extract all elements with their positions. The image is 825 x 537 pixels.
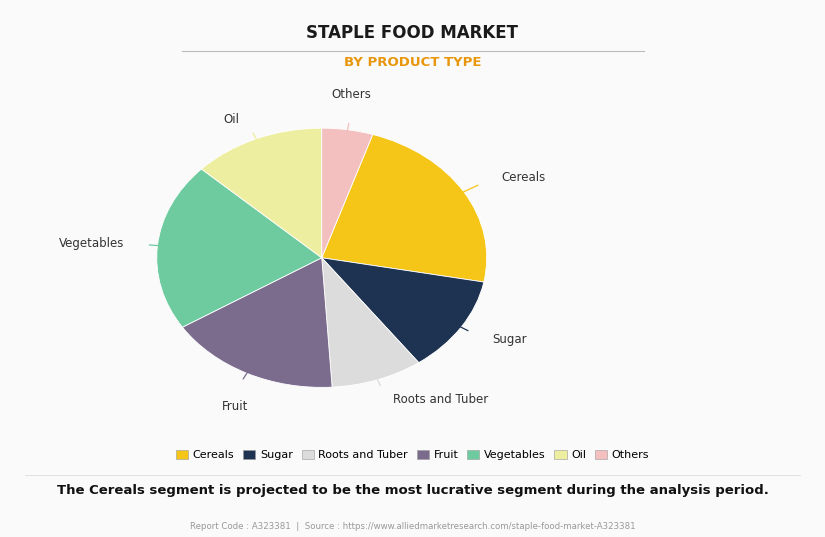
Text: Roots and Tuber: Roots and Tuber	[394, 393, 488, 406]
Wedge shape	[322, 258, 419, 387]
Text: Report Code : A323381  |  Source : https://www.alliedmarketresearch.com/staple-f: Report Code : A323381 | Source : https:/…	[190, 521, 635, 531]
Text: Vegetables: Vegetables	[59, 237, 125, 250]
Text: Sugar: Sugar	[493, 333, 527, 346]
Text: Others: Others	[332, 89, 371, 101]
Text: Oil: Oil	[223, 113, 239, 126]
Legend: Cereals, Sugar, Roots and Tuber, Fruit, Vegetables, Oil, Others: Cereals, Sugar, Roots and Tuber, Fruit, …	[172, 445, 653, 465]
Wedge shape	[322, 258, 483, 362]
Wedge shape	[157, 169, 322, 327]
Text: BY PRODUCT TYPE: BY PRODUCT TYPE	[344, 56, 481, 69]
Text: Fruit: Fruit	[222, 400, 248, 412]
Wedge shape	[201, 128, 322, 258]
Text: STAPLE FOOD MARKET: STAPLE FOOD MARKET	[307, 24, 518, 42]
Text: Cereals: Cereals	[502, 171, 546, 184]
Wedge shape	[182, 258, 332, 387]
Wedge shape	[322, 128, 373, 258]
Wedge shape	[322, 134, 487, 282]
Text: The Cereals segment is projected to be the most lucrative segment during the ana: The Cereals segment is projected to be t…	[57, 484, 768, 497]
